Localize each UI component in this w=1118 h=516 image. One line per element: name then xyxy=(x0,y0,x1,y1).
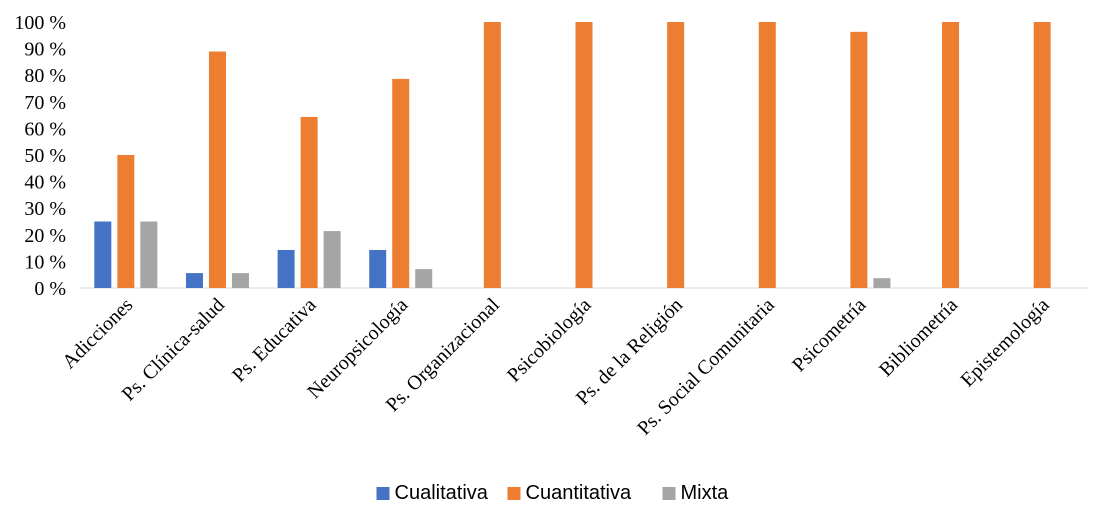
bar-mixta-2 xyxy=(323,231,341,288)
legend-swatch-cualitativa xyxy=(376,487,390,500)
bar-cuantitativa-7 xyxy=(758,22,776,288)
y-tick-label: 30 % xyxy=(24,198,66,220)
bar-cuantitativa-4 xyxy=(483,22,501,288)
x-tick-label: Psicobiología xyxy=(503,294,596,387)
bar-mixta-0 xyxy=(140,221,158,288)
bar-cuantitativa-10 xyxy=(1033,22,1051,288)
y-axis-ticks: 0 % 10 % 20 % 30 % 40 % 50 % 60 % 70 % 80 % 90 % 1… xyxy=(14,12,66,300)
bar-mixta-8 xyxy=(873,278,891,288)
x-tick-label: Epistemología xyxy=(956,294,1053,391)
bar-cuantitativa-9 xyxy=(942,22,960,288)
bar-cuantitativa-0 xyxy=(117,155,135,288)
bar-cuantitativa-3 xyxy=(392,78,410,288)
x-tick-label: Ps. Educativa xyxy=(228,294,321,387)
y-tick-label: 90 % xyxy=(24,39,66,61)
x-tick-label: Psicometría xyxy=(788,294,870,376)
legend-label-cualitativa: Cualitativa xyxy=(395,482,489,504)
legend-swatch-cuantitativa xyxy=(507,487,521,500)
x-tick-label: Adicciones xyxy=(58,294,137,373)
bar-cuantitativa-8 xyxy=(850,31,868,288)
bar-cuantitativa-5 xyxy=(575,22,593,288)
y-tick-label: 10 % xyxy=(24,251,66,273)
bar-cuantitativa-2 xyxy=(300,116,318,288)
y-tick-label: 40 % xyxy=(24,172,66,194)
bar-cualitativa-0 xyxy=(94,221,112,288)
legend-label-cuantitativa: Cuantitativa xyxy=(526,482,632,504)
bar-cualitativa-2 xyxy=(277,249,295,288)
bar-cualitativa-3 xyxy=(369,249,387,288)
y-tick-label: 0 % xyxy=(34,278,66,300)
bar-mixta-3 xyxy=(415,269,433,288)
x-tick-label: Bibliometría xyxy=(875,294,962,381)
legend-label-mixta: Mixta xyxy=(681,482,730,504)
y-tick-label: 60 % xyxy=(24,118,66,140)
y-tick-label: 70 % xyxy=(24,92,66,114)
bar-mixta-1 xyxy=(231,273,249,288)
y-tick-label: 20 % xyxy=(24,225,66,247)
y-tick-label: 50 % xyxy=(24,145,66,167)
bars xyxy=(94,22,1051,288)
y-tick-label: 100 % xyxy=(14,12,66,34)
bar-cuantitativa-1 xyxy=(208,51,226,288)
legend-swatch-mixta xyxy=(662,487,676,500)
y-tick-label: 80 % xyxy=(24,65,66,87)
legend: Cualitativa Cuantitativa Mixta xyxy=(376,482,730,504)
bar-cuantitativa-6 xyxy=(667,22,685,288)
bar-cualitativa-1 xyxy=(185,273,203,288)
